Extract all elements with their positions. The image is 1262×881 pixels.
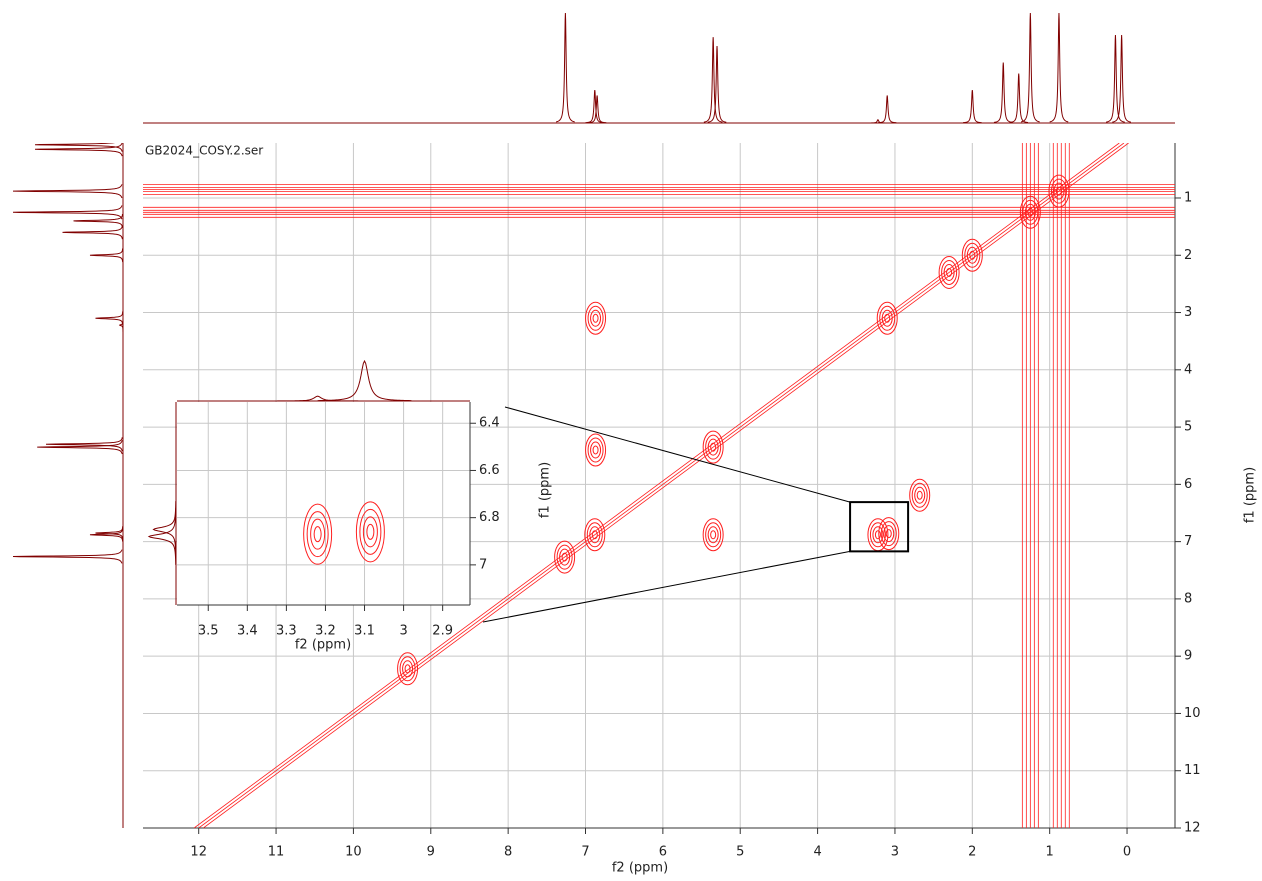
- x-tick-label: 0: [1123, 845, 1131, 860]
- projection-peak: [963, 90, 982, 123]
- x-tick-label: 1: [1046, 845, 1054, 860]
- projection-peak: [556, 13, 575, 122]
- y-tick-label: 2: [1184, 248, 1192, 263]
- x-tick-label: 2.9: [432, 624, 453, 639]
- x-tick-label: 12: [190, 845, 207, 860]
- x-tick-label: 8: [504, 845, 512, 860]
- left-projection: [13, 138, 123, 828]
- projection-peak: [13, 184, 122, 198]
- projection-peak: [994, 63, 1013, 123]
- projection-peak: [90, 248, 123, 262]
- projection-peak: [13, 550, 122, 564]
- x-axis-label: f2 (ppm): [612, 861, 668, 876]
- y-tick-label: 5: [1184, 420, 1192, 435]
- plot-layer: 12111098765432101234567891011123.53.43.3…: [13, 13, 1201, 860]
- x-tick-label: 4: [813, 845, 821, 860]
- y-tick-label: 1: [1184, 190, 1192, 205]
- chart: 12111098765432101234567891011123.53.43.3…: [0, 0, 1262, 877]
- projection-peak: [13, 205, 122, 219]
- x-tick-label: 3.2: [315, 624, 336, 639]
- y-tick-label: 6.6: [479, 463, 500, 478]
- y-tick-label: 3: [1184, 305, 1192, 320]
- x-tick-label: 3: [399, 624, 407, 639]
- y-tick-label: 4: [1184, 362, 1192, 377]
- x-tick-label: 5: [736, 845, 744, 860]
- x-tick-label: 3.1: [354, 624, 375, 639]
- projection-peak: [74, 214, 123, 228]
- projection-peak: [1009, 74, 1028, 123]
- x-tick-label: 9: [427, 845, 435, 860]
- x-tick-label: 3: [891, 845, 899, 860]
- x-tick-label: 2: [968, 845, 976, 860]
- y-tick-label: 10: [1184, 706, 1201, 721]
- projection-peak: [704, 37, 723, 122]
- projection-peak: [878, 96, 897, 123]
- y-tick-label: 11: [1184, 763, 1201, 778]
- plot-frame: [177, 402, 470, 605]
- inset-y-axis-label: f1 (ppm): [538, 462, 553, 518]
- x-tick-label: 3.4: [237, 624, 258, 639]
- y-tick-label: 12: [1184, 821, 1201, 836]
- projection-peak: [1021, 13, 1040, 122]
- y-tick-label: 7: [479, 557, 487, 572]
- x-tick-label: 6: [659, 845, 667, 860]
- projection-peak: [63, 225, 123, 239]
- chart-title: GB2024_COSY.2.ser: [145, 144, 263, 158]
- top-projection: [143, 13, 1175, 123]
- x-tick-label: 3.5: [198, 624, 219, 639]
- inset-x-axis-label: f2 (ppm): [295, 638, 351, 653]
- y-axis-label: f1 (ppm): [1243, 467, 1258, 523]
- x-tick-label: 7: [581, 845, 589, 860]
- y-tick-label: 7: [1184, 534, 1192, 549]
- y-tick-label: 6.4: [479, 416, 500, 431]
- x-tick-label: 3.3: [276, 624, 297, 639]
- y-tick-label: 6.8: [479, 510, 500, 525]
- axes: 3.5 3.4 3.3 3.2 3.1 3 2.9 6.4 6.6 6.8 7: [177, 402, 500, 639]
- x-tick-label: 10: [345, 845, 362, 860]
- y-tick-label: 9: [1184, 649, 1192, 664]
- y-tick-label: 8: [1184, 591, 1192, 606]
- y-tick-label: 6: [1184, 477, 1192, 492]
- projection-peak: [1050, 13, 1069, 122]
- projection-peak: [96, 311, 123, 325]
- x-tick-label: 11: [268, 845, 285, 860]
